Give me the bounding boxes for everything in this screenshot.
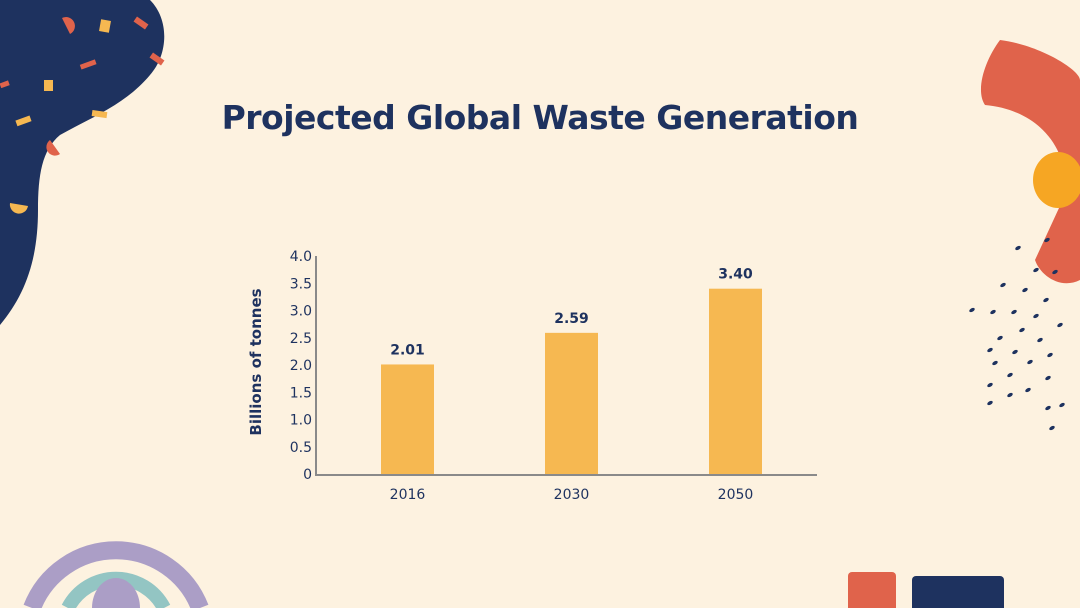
bar-2030 [545,332,598,474]
y-tick-label: 3.5 [290,276,312,292]
data-label: 3.40 [718,267,753,283]
x-tick-label: 2050 [718,487,754,503]
x-tick-label: 2030 [554,487,590,503]
y-tick-label: 1.0 [290,413,312,429]
coral-brush-shape [980,40,1080,284]
navy-block-shape [912,576,1004,608]
yellow-circle-shape [1033,152,1080,208]
confetti-shapes [0,16,165,214]
data-label: 2.01 [390,342,425,358]
bar-2016 [381,364,434,474]
rainbow-shape [23,541,209,608]
dot-pattern [969,237,1065,431]
chart-title: Projected Global Waste Generation [221,98,859,137]
bar-2050 [709,288,762,474]
data-label: 2.59 [554,311,589,327]
navy-blob-shape [0,0,165,325]
y-tick-label: 0.5 [290,440,312,456]
y-tick-label: 3.0 [290,304,312,320]
y-tick-label: 2.0 [290,358,312,374]
y-tick-label: 0 [303,467,312,483]
coral-block-shape [848,572,896,608]
x-tick-label: 2016 [390,487,426,503]
y-axis-label: Billions of tonnes [247,288,265,435]
y-tick-label: 2.5 [290,331,312,347]
y-tick-label: 4.0 [290,249,312,265]
y-tick-label: 1.5 [290,385,312,401]
